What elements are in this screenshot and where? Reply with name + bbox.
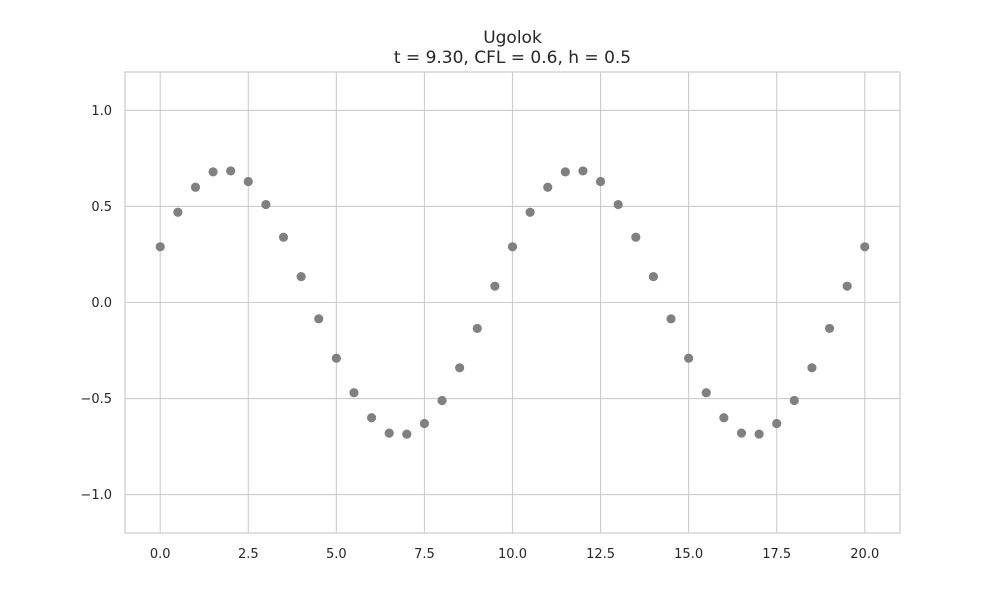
x-tick-label: 17.5	[762, 547, 791, 562]
data-point	[631, 232, 641, 242]
x-tick-label: 5.0	[326, 547, 347, 562]
x-tick-label: 7.5	[414, 547, 435, 562]
plot-area-frame	[124, 71, 901, 534]
y-tick-label: −0.5	[80, 392, 112, 407]
y-tick-label: 1.0	[91, 104, 112, 119]
data-point	[366, 413, 377, 423]
data-point	[842, 281, 852, 291]
data-point	[226, 166, 236, 176]
data-point	[701, 388, 711, 398]
data-point	[613, 199, 623, 210]
x-tick-label: 15.0	[674, 547, 703, 562]
data-point	[384, 428, 394, 438]
data-point	[278, 232, 289, 242]
data-point	[349, 388, 359, 398]
data-point	[772, 418, 782, 429]
data-point	[507, 242, 518, 252]
data-point	[261, 199, 271, 210]
data-point	[666, 314, 676, 324]
data-point	[173, 207, 183, 217]
x-tick-label: 2.5	[238, 547, 259, 562]
data-point	[525, 207, 535, 217]
x-tick-label: 0.0	[150, 547, 171, 562]
chart-subtitle: t = 9.30, CFL = 0.6, h = 0.5	[394, 48, 631, 68]
data-point	[684, 353, 694, 363]
data-point	[578, 166, 588, 176]
data-point	[824, 323, 835, 334]
data-point	[190, 182, 201, 192]
data-point	[789, 395, 799, 406]
x-tick-label: 12.5	[586, 547, 615, 562]
data-point	[860, 242, 870, 252]
x-tick-label: 20.0	[850, 547, 879, 562]
grid	[125, 72, 900, 533]
y-tick-label: 0.5	[91, 200, 112, 215]
data-point	[402, 429, 412, 439]
scatter-series	[155, 166, 870, 439]
data-point	[155, 242, 165, 252]
x-tick-label: 10.0	[498, 547, 527, 562]
data-point	[331, 353, 341, 363]
data-point	[419, 418, 430, 429]
y-tick-label: 0.0	[91, 296, 112, 311]
data-point	[736, 428, 747, 438]
y-tick-label: −1.0	[80, 488, 112, 503]
data-point	[296, 271, 306, 282]
data-point	[595, 176, 606, 187]
x-axis-ticks: 0.0 2.5 5.0 7.5 10.0 12.5 15.0 17.5 20.0	[150, 547, 879, 562]
data-point	[560, 167, 570, 177]
data-point	[314, 314, 324, 324]
chart-title: Ugolok	[483, 28, 542, 48]
data-point	[719, 413, 729, 423]
data-point	[208, 167, 218, 177]
data-point	[472, 323, 482, 334]
data-point	[455, 363, 465, 373]
data-point	[490, 281, 500, 291]
data-point	[648, 271, 659, 282]
data-point	[807, 363, 817, 373]
data-point	[437, 395, 447, 406]
data-point	[243, 176, 253, 187]
y-axis-ticks: −1.0 −0.5 0.0 0.5 1.0	[80, 104, 112, 503]
data-point	[754, 429, 764, 439]
data-point	[543, 182, 553, 192]
